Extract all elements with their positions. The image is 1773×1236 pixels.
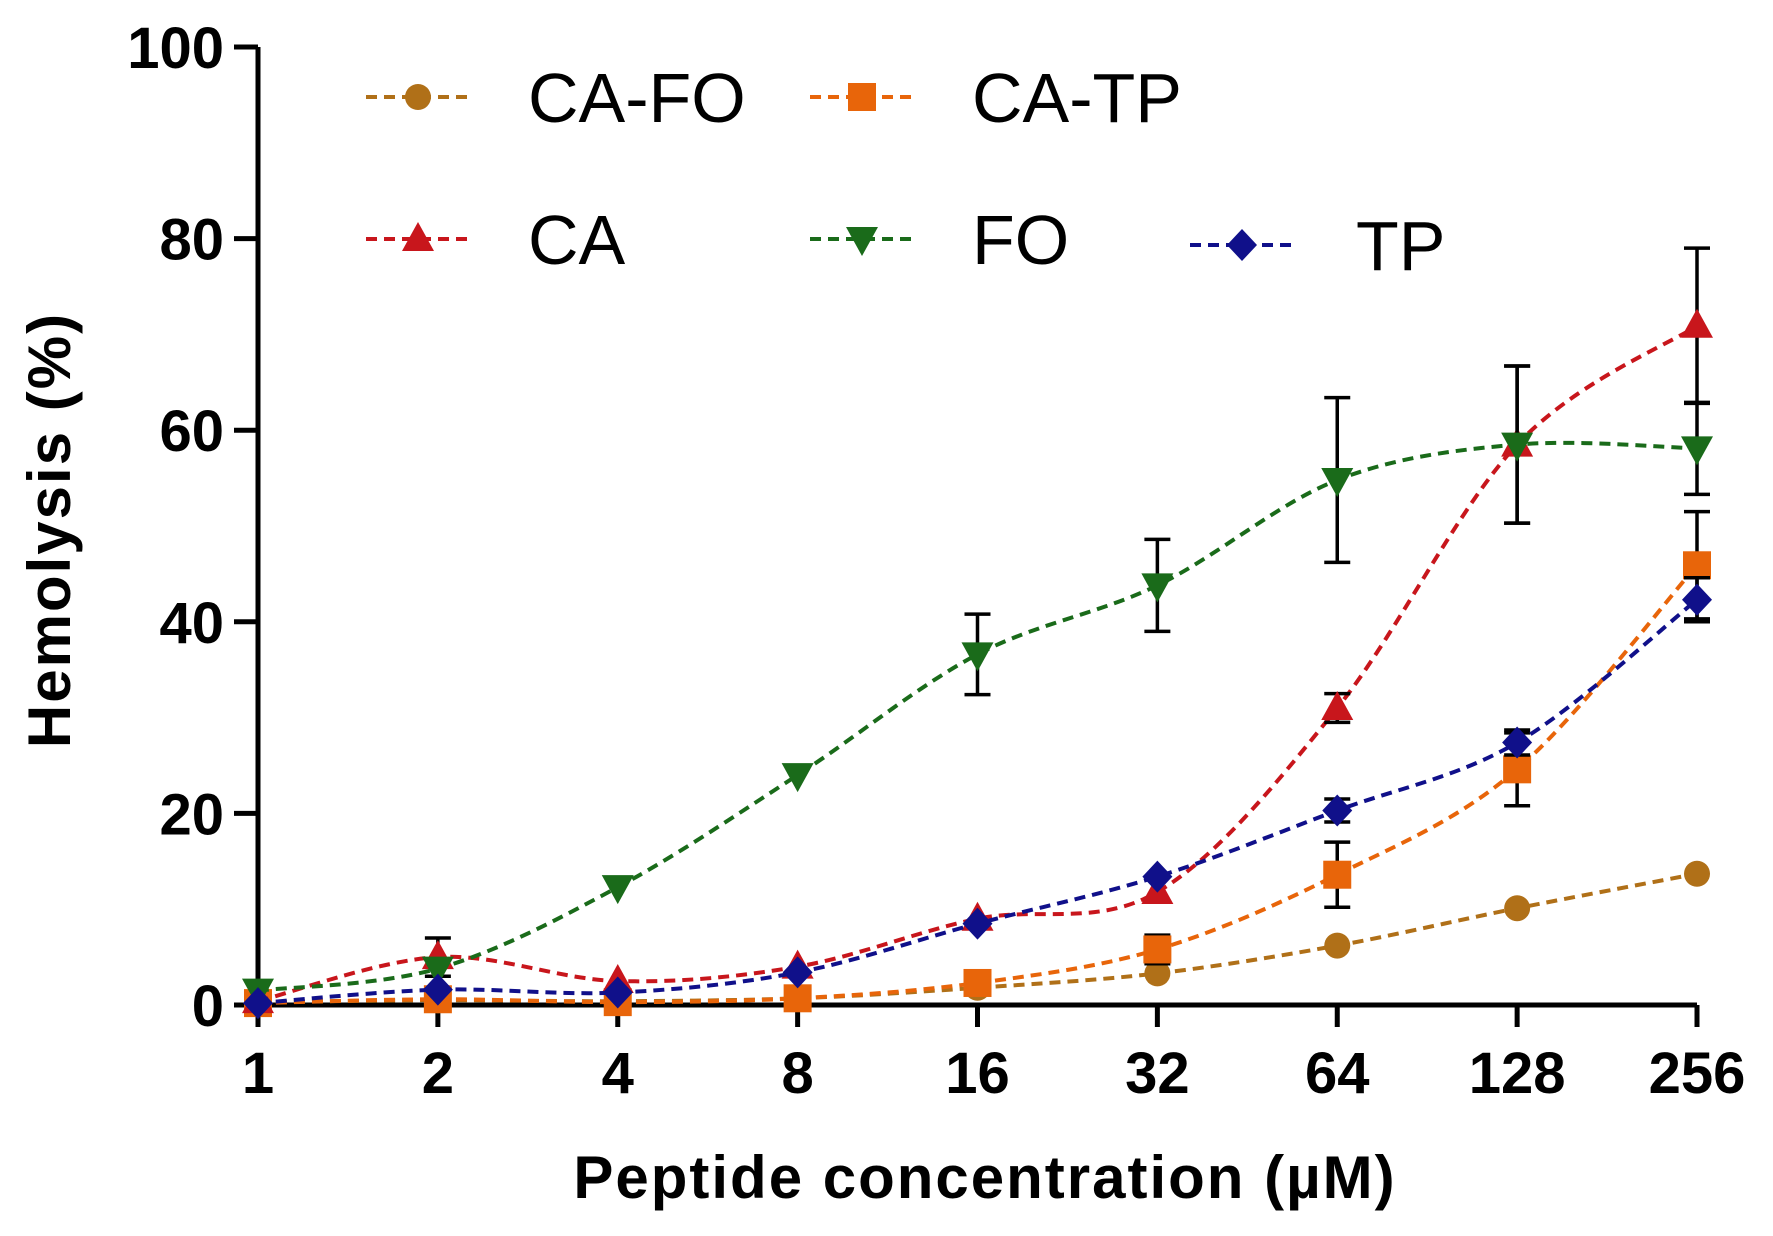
legend-label-ca-fo: CA-FO [528,59,746,137]
data-point-tp [243,987,273,1020]
data-point-fo [1681,436,1713,466]
legend-item-fo: FO [810,201,1069,279]
data-point-tp [1142,860,1173,893]
y-tick-label: 40 [159,591,224,656]
y-tick-label: 100 [127,16,224,81]
data-point-ca-tp [1503,755,1532,784]
y-tick-label: 60 [159,399,224,464]
x-tick-label: 2 [422,1041,454,1106]
legend-item-ca: CA [366,201,626,279]
x-tick-label: 8 [781,1041,813,1106]
series-tp [243,575,1712,1020]
y-tick-label: 20 [159,782,224,847]
data-point-fo [1501,432,1534,462]
legend-label-ca-tp: CA-TP [972,59,1182,137]
data-point-ca-fo [1324,932,1351,959]
x-tick-label: 4 [602,1041,634,1106]
legend-label-fo: FO [972,201,1069,279]
legend-marker-ca-fo [405,84,431,110]
data-point-tp [1682,583,1712,616]
data-point-ca-tp [1683,551,1711,580]
data-point-tp [782,956,813,989]
data-point-ca-tp [963,968,992,997]
data-point-tp [1322,794,1353,827]
data-point-fo [1141,573,1174,603]
series-line-ca-tp [257,563,1699,1006]
data-point-fo [1321,468,1354,498]
series-line-ca [257,324,1699,1004]
legend-label-tp: TP [1356,207,1445,285]
data-point-tp [422,973,453,1006]
data-point-ca-tp [1323,860,1352,889]
legend-item-ca-fo: CA-FO [366,59,746,137]
data-point-tp [962,907,993,940]
legend: CA-FO CA-TP CA FO TP [366,59,1445,285]
series-layer [242,246,1713,1020]
data-point-ca-fo [1684,860,1710,887]
data-point-ca-fo [1144,960,1171,987]
series-ca-tp [244,509,1711,1018]
legend-marker-tp [1227,229,1257,261]
legend-label-ca: CA [528,201,626,279]
data-point-tp [602,976,633,1009]
data-point-tp [1502,726,1533,759]
x-tick-label: 1 [242,1041,274,1106]
data-point-fo [421,956,454,986]
x-tick-label: 256 [1649,1041,1746,1106]
data-point-ca [1681,308,1713,338]
legend-item-tp: TP [1190,207,1445,285]
x-tick-label: 32 [1125,1041,1190,1106]
legend-item-ca-tp: CA-TP [810,59,1182,137]
x-tick-label: 64 [1305,1041,1370,1106]
data-point-ca-fo [1504,895,1531,922]
y-tick-label: 0 [192,974,224,1039]
y-axis-title: Hemolysis (%) [16,312,83,748]
legend-marker-ca-tp [848,83,876,111]
x-tick-label: 128 [1469,1041,1566,1106]
x-axis-title: Peptide concentration (µM) [573,1144,1396,1211]
x-tick-label: 16 [945,1041,1010,1106]
legend-marker-fo [846,227,878,256]
y-tick-label: 80 [159,208,224,273]
data-point-ca-tp [1143,935,1172,964]
series-fo [242,364,1713,1008]
data-point-ca [1321,691,1354,721]
data-point-fo [601,875,634,905]
data-point-ca-tp [783,984,812,1013]
legend-marker-ca [402,222,434,251]
axes: 0 20 40 60 80 100 1 2 4 8 16 32 64 128 256 [127,16,1745,1106]
data-point-fo [961,642,994,672]
data-point-fo [781,763,814,793]
